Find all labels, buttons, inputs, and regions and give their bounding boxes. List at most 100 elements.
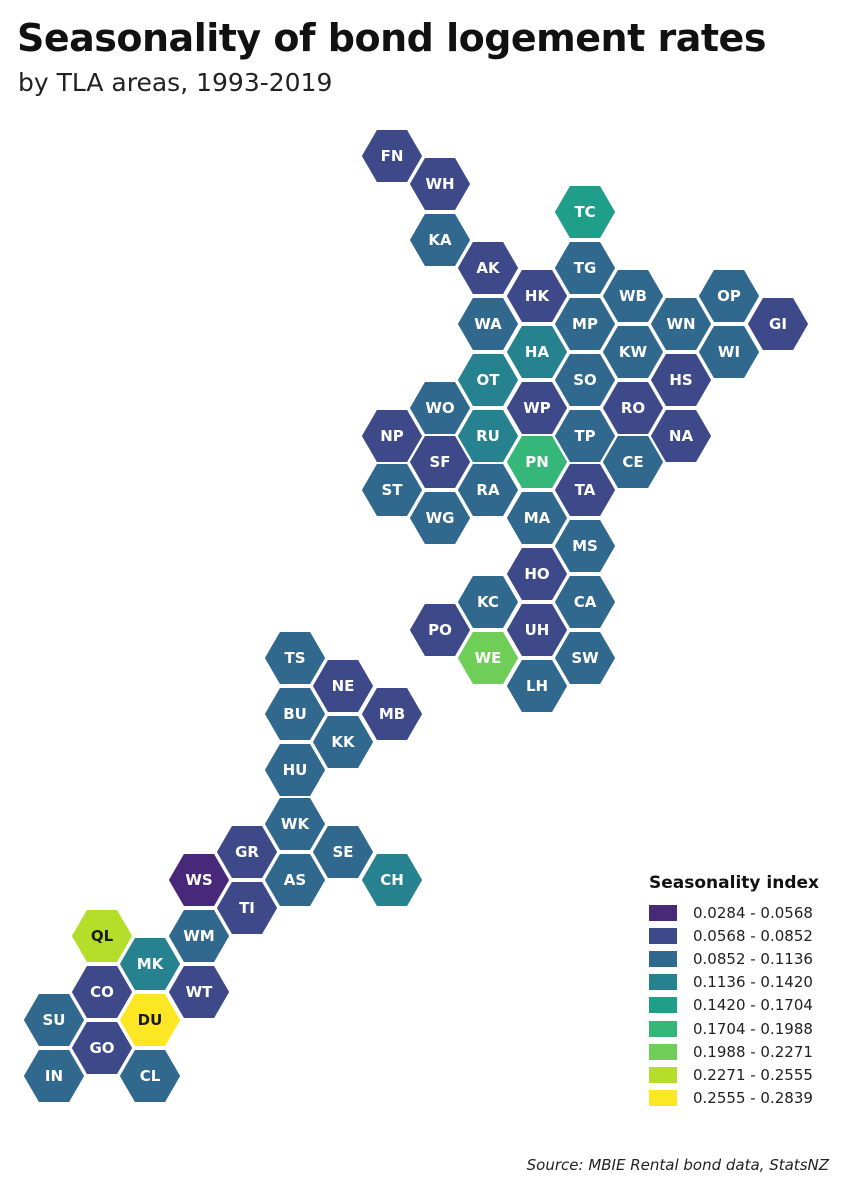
hex-tile-ho: HO [505, 546, 569, 602]
hex-label: WG [426, 509, 455, 527]
hex-tile-sw: SW [553, 630, 617, 686]
hex-tile-ha: HA [505, 324, 569, 380]
hex-tile-tc: TC [553, 184, 617, 240]
legend-rows: 0.0284 - 0.0568 0.0568 - 0.0852 0.0852 - 0… [649, 901, 839, 1110]
hex-shape [263, 630, 327, 686]
legend-swatch [649, 997, 677, 1014]
hex-label: CH [380, 871, 404, 889]
hex-shape [553, 630, 617, 686]
hex-label: CL [140, 1067, 161, 1085]
hex-tile-mk: MK [118, 936, 182, 992]
hex-label: PO [428, 621, 452, 639]
hex-tile-go: GO [70, 1020, 134, 1076]
hex-label: WS [185, 871, 212, 889]
hex-tile-gi: GI [746, 296, 810, 352]
legend-swatch [649, 950, 677, 967]
hex-tile-wk: WK [263, 796, 327, 852]
hex-label: GI [769, 315, 787, 333]
hex-tile-wb: WB [601, 268, 665, 324]
hex-tile-hs: HS [649, 352, 713, 408]
hex-tile-lh: LH [505, 658, 569, 714]
hex-label: MB [379, 705, 405, 723]
hex-label: NE [332, 677, 355, 695]
hex-shape [360, 128, 424, 184]
legend-label: 0.2555 - 0.2839 [693, 1089, 813, 1108]
hex-label: KC [477, 593, 499, 611]
hex-label: CO [90, 983, 114, 1001]
hex-tile-hk: HK [505, 268, 569, 324]
hex-tile-as: AS [263, 852, 327, 908]
hex-shape [601, 268, 665, 324]
hex-shape [360, 462, 424, 518]
hex-label: HS [669, 371, 692, 389]
hex-label: KK [331, 733, 356, 751]
legend-label: 0.1136 - 0.1420 [693, 973, 813, 992]
source-note: Source: MBIE Rental bond data, StatsNZ [526, 1156, 829, 1174]
hex-shape [456, 630, 520, 686]
legend-label: 0.0568 - 0.0852 [693, 926, 813, 945]
hex-label: RA [476, 481, 500, 499]
hex-tile-kk: KK [311, 714, 375, 770]
hex-shape [505, 268, 569, 324]
hex-tile-wh: WH [408, 156, 472, 212]
legend-title: Seasonality index [649, 873, 819, 893]
hex-label: PN [525, 453, 549, 471]
hex-label: TS [284, 649, 305, 667]
map-subtitle: by TLA areas, 1993-2019 [18, 68, 333, 97]
hex-label: IN [45, 1067, 63, 1085]
hex-label: HO [524, 565, 549, 583]
hex-label: WK [281, 815, 311, 833]
hex-label: OP [717, 287, 741, 305]
hex-shape [263, 686, 327, 742]
hex-shape [505, 490, 569, 546]
hex-label: WH [425, 175, 454, 193]
hex-tile-ms: MS [553, 518, 617, 574]
hex-label: NP [380, 427, 404, 445]
hex-shape [553, 184, 617, 240]
hex-label: MK [137, 955, 165, 973]
hex-shape [118, 992, 182, 1048]
hex-tile-su: SU [22, 992, 86, 1048]
hex-shape [553, 574, 617, 630]
hex-label: QL [91, 927, 114, 945]
hex-tile-wm: WM [167, 908, 231, 964]
hex-label: GO [89, 1039, 114, 1057]
legend-swatch [649, 1020, 677, 1037]
legend-label: 0.1420 - 0.1704 [693, 996, 813, 1015]
legend-label: 0.1704 - 0.1988 [693, 1019, 813, 1038]
hex-label: RU [476, 427, 500, 445]
hex-shape [70, 908, 134, 964]
hex-label: GR [235, 843, 259, 861]
hex-label: SU [43, 1011, 66, 1029]
hex-label: TA [575, 481, 596, 499]
hex-shape [215, 880, 279, 936]
hex-tile-gr: GR [215, 824, 279, 880]
hex-tile-fn: FN [360, 128, 424, 184]
hex-label: ST [381, 481, 403, 499]
hex-label: WM [183, 927, 214, 945]
hex-tile-kc: KC [456, 574, 520, 630]
hex-tile-in: IN [22, 1048, 86, 1104]
hex-shape [456, 296, 520, 352]
hex-tile-na: NA [649, 408, 713, 464]
hex-shape [263, 852, 327, 908]
legend-label: 0.0852 - 0.1136 [693, 949, 813, 968]
hex-label: HU [283, 761, 308, 779]
hex-tile-ra: RA [456, 462, 520, 518]
legend-item: 0.0568 - 0.0852 [649, 924, 839, 947]
hex-tile-op: OP [697, 268, 761, 324]
hex-tile-ch: CH [360, 852, 424, 908]
hex-tile-du: DU [118, 992, 182, 1048]
hex-tile-ka: KA [408, 212, 472, 268]
hex-tile-co: CO [70, 964, 134, 1020]
hex-shape [649, 408, 713, 464]
legend-label: 0.0284 - 0.0568 [693, 903, 813, 922]
hex-shape [649, 352, 713, 408]
legend-swatch [649, 974, 677, 991]
hex-shape [601, 324, 665, 380]
hex-tile-wo: WO [408, 380, 472, 436]
hex-shape [553, 296, 617, 352]
hex-shape [167, 908, 231, 964]
hex-label: TI [239, 899, 255, 917]
hex-label: TP [574, 427, 595, 445]
